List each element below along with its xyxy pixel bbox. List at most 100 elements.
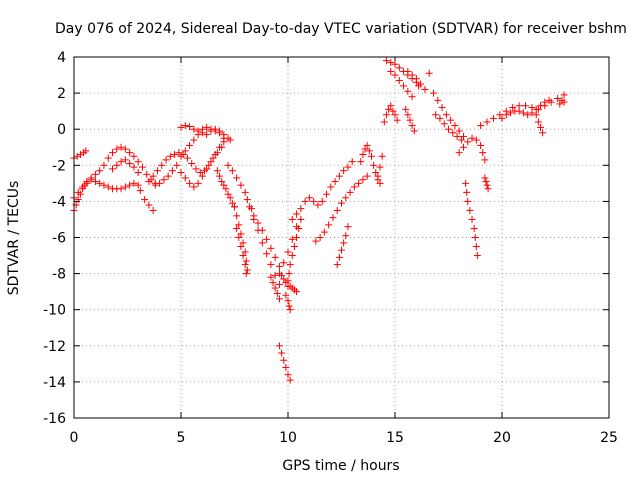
data-point bbox=[498, 114, 506, 122]
data-point bbox=[408, 71, 416, 79]
x-tick-labels: 0 5 10 15 20 25 bbox=[70, 430, 618, 446]
data-point bbox=[342, 194, 350, 202]
y-tick-label: -10 bbox=[43, 303, 66, 319]
data-point bbox=[453, 132, 461, 140]
data-point bbox=[211, 150, 219, 158]
data-point bbox=[464, 138, 472, 146]
data-point bbox=[160, 176, 168, 184]
data-point bbox=[286, 306, 294, 314]
data-point bbox=[382, 111, 390, 119]
data-point bbox=[79, 183, 87, 191]
plot-frame bbox=[73, 56, 610, 419]
data-point bbox=[275, 280, 283, 288]
data-point bbox=[275, 342, 283, 350]
data-point bbox=[293, 223, 301, 231]
data-point bbox=[273, 289, 281, 297]
data-point bbox=[126, 149, 134, 157]
data-point bbox=[203, 131, 211, 139]
data-point bbox=[269, 279, 277, 287]
data-point bbox=[280, 356, 288, 364]
data-point bbox=[340, 167, 348, 175]
data-point bbox=[348, 158, 356, 166]
data-point bbox=[130, 152, 138, 160]
data-point bbox=[145, 178, 153, 186]
data-point bbox=[374, 172, 382, 180]
data-point bbox=[282, 291, 290, 299]
data-point bbox=[350, 183, 358, 191]
data-point bbox=[226, 136, 234, 144]
data-point bbox=[113, 161, 121, 169]
data-point bbox=[177, 152, 185, 160]
data-point bbox=[325, 221, 333, 229]
data-point bbox=[507, 109, 515, 117]
data-point bbox=[342, 232, 350, 240]
data-point bbox=[363, 172, 371, 180]
data-point bbox=[136, 187, 144, 195]
y-axis-label: SDTVAR / TECUs bbox=[6, 181, 22, 296]
data-point bbox=[406, 116, 414, 124]
data-point bbox=[271, 284, 279, 292]
data-point bbox=[389, 107, 397, 115]
data-point bbox=[357, 158, 365, 166]
data-point bbox=[556, 100, 564, 108]
data-point bbox=[153, 167, 161, 175]
data-point bbox=[243, 266, 251, 274]
data-point bbox=[117, 143, 125, 151]
data-point bbox=[459, 143, 467, 151]
data-point bbox=[482, 178, 490, 186]
data-point bbox=[312, 237, 320, 245]
data-point bbox=[391, 71, 399, 79]
data-point bbox=[278, 349, 286, 357]
data-point bbox=[359, 150, 367, 158]
data-point bbox=[121, 145, 129, 153]
data-point bbox=[218, 178, 226, 186]
data-point bbox=[183, 154, 191, 162]
data-point bbox=[293, 210, 301, 218]
data-point bbox=[126, 181, 134, 189]
data-point bbox=[344, 163, 352, 171]
data-point bbox=[233, 224, 241, 232]
x-tick-label: 25 bbox=[600, 430, 618, 446]
data-point bbox=[496, 111, 504, 119]
data-point bbox=[231, 203, 238, 211]
grid bbox=[74, 57, 609, 418]
data-point bbox=[216, 129, 224, 137]
data-point bbox=[344, 223, 352, 231]
data-point bbox=[250, 212, 258, 220]
data-point bbox=[134, 158, 142, 166]
data-point bbox=[468, 215, 476, 223]
data-point bbox=[363, 141, 371, 149]
data-point bbox=[224, 161, 232, 169]
data-point bbox=[391, 60, 399, 68]
data-point bbox=[100, 181, 108, 189]
data-point bbox=[83, 179, 91, 187]
data-point bbox=[449, 129, 457, 137]
data-point bbox=[338, 199, 345, 207]
data-point bbox=[400, 82, 408, 90]
data-point bbox=[534, 118, 542, 126]
data-point bbox=[327, 183, 335, 191]
data-point bbox=[316, 234, 324, 241]
data-point bbox=[211, 125, 219, 133]
y-tick-label: 2 bbox=[57, 86, 66, 102]
data-point bbox=[258, 226, 266, 234]
data-point bbox=[156, 179, 164, 187]
data-point bbox=[109, 165, 117, 173]
data-point bbox=[158, 161, 166, 169]
data-point bbox=[417, 80, 425, 88]
data-point bbox=[205, 161, 213, 169]
data-point bbox=[186, 141, 194, 149]
data-point bbox=[235, 221, 243, 229]
data-point bbox=[464, 197, 472, 205]
data-point bbox=[554, 95, 562, 103]
data-point bbox=[267, 261, 275, 269]
data-point bbox=[310, 197, 318, 205]
data-point bbox=[196, 169, 204, 177]
data-point bbox=[271, 253, 279, 261]
data-point bbox=[141, 196, 149, 204]
data-point bbox=[138, 163, 146, 171]
data-point bbox=[335, 253, 343, 261]
data-point bbox=[258, 239, 266, 247]
data-point bbox=[404, 87, 412, 95]
